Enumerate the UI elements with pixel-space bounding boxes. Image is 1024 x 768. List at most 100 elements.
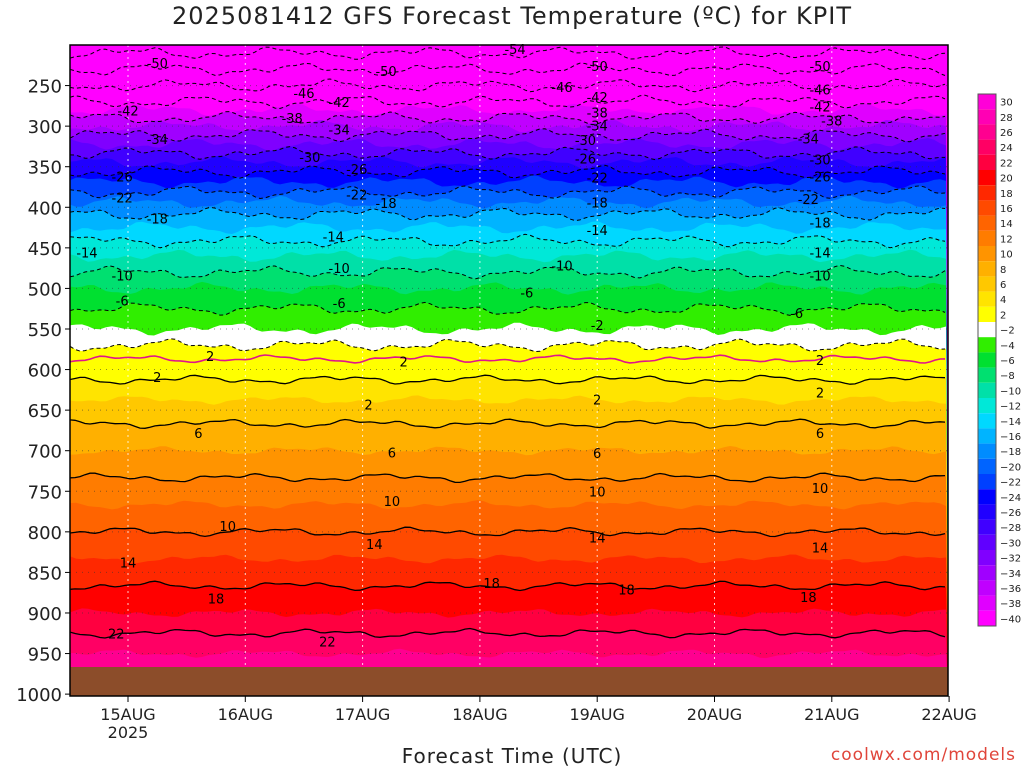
contour-label: -26 (112, 170, 133, 185)
contour-label: -50 (147, 57, 168, 72)
colorbar-swatch (978, 124, 996, 140)
colorbar-label: −4 (1000, 341, 1015, 352)
contour-18 (70, 580, 946, 592)
contour-label: -30 (299, 151, 320, 166)
contour--38 (70, 111, 946, 126)
contour-label: -10 (551, 260, 572, 275)
colorbar-label: 20 (1000, 174, 1013, 185)
grid-lines (70, 45, 948, 696)
colorbar-label: −24 (1000, 493, 1021, 504)
contour-label: -14 (76, 247, 97, 262)
contour-label: -46 (809, 84, 830, 99)
y-tick-label: 500 (28, 279, 62, 300)
colorbar-swatch (978, 550, 996, 566)
contour-label: 18 (483, 577, 500, 592)
x-tick-label: 16AUG (218, 705, 273, 724)
colorbar-label: 12 (1000, 234, 1013, 245)
colorbar-label: −18 (1000, 447, 1021, 458)
colorbar-swatch (978, 352, 996, 368)
colorbar-label: −34 (1000, 569, 1021, 580)
colorbar-label: −20 (1000, 462, 1021, 473)
contour-label: 2 (364, 398, 372, 413)
y-tick-label: 650 (28, 401, 62, 422)
contour-label: -22 (112, 192, 133, 207)
y-tick-label: 550 (28, 320, 62, 341)
colorbar-label: 18 (1000, 189, 1013, 200)
colorbar-label: 24 (1000, 143, 1013, 154)
colorbar-swatch (978, 382, 996, 398)
contour-label: -22 (587, 171, 608, 186)
colorbar-swatch (978, 94, 996, 110)
contour-label: 22 (108, 627, 125, 642)
contour-label: -22 (798, 193, 819, 208)
contour-label: 6 (816, 427, 824, 442)
colorbar-swatch (978, 504, 996, 520)
y-tick-label: 600 (28, 361, 62, 382)
contour-label: -34 (798, 132, 819, 147)
contour-label: 14 (120, 557, 137, 572)
y-tick-label: 450 (28, 239, 62, 260)
contour-label: -50 (587, 60, 608, 75)
contour-label: 2 (816, 354, 824, 369)
colorbar: 30 28 26 24 22 20 18 16 14 12 10 8 6 4 2 −2 −4 −6 −8 −10 −12… (977, 93, 1021, 627)
x-tick-label: 22AUG (921, 705, 976, 724)
x-tick-label: 15AUG (100, 705, 155, 724)
contour-label: -38 (821, 114, 842, 129)
contour-label: -14 (323, 230, 344, 245)
contour-2 (70, 374, 946, 385)
ground-below-surface (70, 667, 948, 696)
colorbar-swatch (978, 185, 996, 201)
colorbar-label: 30 (1000, 98, 1013, 109)
colorbar-label: 4 (1000, 295, 1006, 306)
contour-label: -30 (575, 134, 596, 149)
x-tick-label: 20AUG (687, 705, 742, 724)
colorbar-label: −12 (1000, 402, 1021, 413)
contour-label: 14 (366, 538, 383, 553)
colorbar-swatch (978, 413, 996, 429)
colorbar-swatch (978, 291, 996, 307)
contour--6 (70, 301, 946, 316)
colorbar-label: −10 (1000, 386, 1021, 397)
contour-lines (70, 46, 946, 680)
contour-label: -42 (587, 91, 608, 106)
contour-label: -50 (375, 65, 396, 80)
colorbar-label: 2 (1000, 310, 1006, 321)
colorbar-label: 16 (1000, 204, 1013, 215)
contour-22 (70, 627, 946, 639)
contour-label: -34 (147, 133, 168, 148)
contour-label: -54 (504, 43, 525, 58)
y-tick-label: 1000 (16, 685, 62, 706)
contour-label: -14 (587, 224, 608, 239)
contour-6 (70, 418, 946, 429)
contour-label: -42 (329, 96, 350, 111)
contour-label: -22 (346, 188, 367, 203)
colorbar-label: 14 (1000, 219, 1013, 230)
chart-title: 2025081412 GFS Forecast Temperature (ºC)… (171, 2, 852, 30)
y-axis: 250 300 350 400 450 500 550 600 650 700 750 800 850 9… (16, 77, 70, 706)
y-tick-label: 900 (28, 604, 62, 625)
y-tick-label: 250 (28, 77, 62, 98)
contour-label: 2 (593, 394, 601, 409)
plot-frame (69, 44, 949, 697)
contour-label: 6 (593, 447, 601, 462)
contour-label: -18 (375, 197, 396, 212)
contour-label: 2 (206, 350, 214, 365)
contour-label: -26 (809, 170, 830, 185)
contour-label: -2 (591, 319, 604, 334)
colorbar-swatch (978, 367, 996, 383)
colorbar-frame (977, 93, 997, 627)
contour-label: -18 (809, 217, 830, 232)
freezing-level-line (70, 354, 946, 364)
contour-label: 10 (384, 495, 401, 510)
contour-label: -10 (112, 269, 133, 284)
y-tick-label: 950 (28, 645, 62, 666)
colorbar-swatch (978, 428, 996, 444)
colorbar-label: −16 (1000, 432, 1021, 443)
colorbar-label: −40 (1000, 614, 1021, 625)
contour-label: -14 (809, 247, 830, 262)
contour-label: -34 (587, 119, 608, 134)
contour--18 (70, 206, 946, 222)
colorbar-label: −6 (1000, 356, 1015, 367)
y-tick-label: 400 (28, 198, 62, 219)
